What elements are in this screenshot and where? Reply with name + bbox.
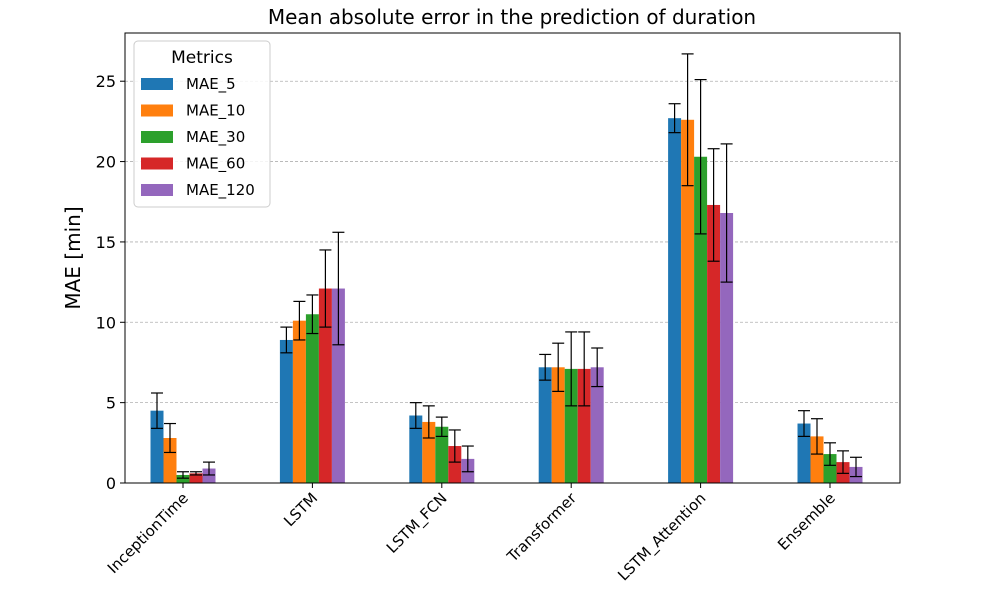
error-bar (668, 103, 681, 134)
bar-mae-30-transformer (564, 368, 578, 483)
bar-mae-30-lstm-attention (694, 156, 708, 483)
y-tick-label: 25 (96, 72, 116, 91)
bar-mae-10-lstm (292, 320, 306, 483)
bar-mae-5-lstm-fcn (409, 415, 423, 483)
error-bar (681, 53, 694, 187)
error-bar (280, 326, 293, 354)
legend-label: MAE_30 (186, 128, 245, 147)
y-axis-ticks: 0 5 10 15 20 25 (96, 72, 125, 493)
bar-mae-30-ensemble (823, 454, 837, 483)
legend-swatch (141, 157, 173, 170)
error-bar (306, 294, 319, 335)
legend: Metrics MAE_5 MAE_10 MAE_30 MAE_60 MAE_120 (133, 40, 271, 208)
error-bar (798, 410, 810, 437)
bar-mae-10-ensemble (810, 436, 824, 483)
error-bar (707, 148, 720, 262)
error-bar (824, 442, 836, 466)
bar-mae-30-inceptiontime (176, 474, 190, 483)
error-bar (203, 461, 215, 476)
error-bar (409, 402, 422, 429)
bar-mae-120-inceptiontime (202, 468, 216, 483)
error-bar (694, 79, 707, 235)
error-bar (811, 418, 823, 455)
error-bar (435, 416, 448, 437)
y-tick-label: 15 (96, 233, 116, 252)
error-bar (164, 422, 176, 454)
bar-mae-120-transformer (590, 367, 604, 483)
x-axis-ticks: InceptionTime LSTM LSTM_FCN Transformer LSTM… (104, 483, 839, 585)
error-bar (578, 331, 591, 407)
error-bar (837, 450, 849, 474)
bars (150, 118, 863, 484)
error-bars (151, 53, 862, 479)
chart-title: Mean absolute error in the prediction of… (268, 5, 756, 29)
bar-mae-120-lstm-attention (720, 213, 734, 483)
bar-mae-5-lstm (279, 339, 293, 483)
grid-lines (125, 80, 900, 404)
y-tick-label: 0 (106, 474, 116, 493)
error-bar (177, 471, 189, 479)
x-tick-label: InceptionTime (104, 489, 192, 577)
bar-mae-60-lstm-fcn (448, 446, 462, 483)
error-bar (461, 445, 474, 473)
legend-label: MAE_5 (186, 75, 236, 94)
legend-swatch (141, 184, 173, 196)
bar-mae-120-lstm (331, 288, 345, 483)
bar-mae-5-ensemble (797, 423, 811, 483)
x-tick-label: LSTM (280, 489, 321, 530)
bar-mae-60-transformer (577, 368, 591, 483)
y-tick-label: 20 (96, 153, 116, 172)
x-tick-label: LSTM_Attention (614, 489, 710, 585)
legend-title: Metrics (171, 48, 233, 68)
x-tick-label: LSTM_FCN (383, 489, 451, 557)
bar-mae-10-transformer (551, 367, 565, 483)
legend-swatch (141, 104, 173, 117)
bar-mae-10-lstm-attention (681, 119, 695, 484)
legend-label: MAE_60 (186, 155, 245, 174)
bar-mae-60-lstm (318, 288, 332, 483)
error-bar (151, 392, 163, 429)
bar-mae-60-lstm-attention (707, 204, 721, 483)
bar-mae-5-lstm-attention (668, 118, 682, 483)
error-bar (850, 456, 862, 478)
error-bar (319, 249, 332, 328)
bar-mae-10-inceptiontime (163, 438, 177, 483)
bar-mae-30-lstm (305, 314, 319, 483)
error-bar (190, 471, 202, 476)
bar-mae-10-lstm-fcn (422, 421, 436, 483)
error-bar (552, 342, 565, 392)
bar-mae-5-transformer (538, 367, 552, 483)
error-bar (422, 405, 435, 439)
legend-swatch (141, 131, 173, 143)
error-bar (448, 429, 461, 463)
y-axis-label: MAE [min] (61, 206, 85, 309)
y-tick-label: 5 (106, 394, 116, 413)
error-bar (539, 353, 552, 381)
error-bar (332, 231, 345, 346)
error-bar (591, 347, 604, 388)
bar-mae-60-inceptiontime (189, 473, 203, 483)
error-bar (565, 331, 578, 407)
legend-swatch (141, 78, 173, 90)
x-tick-label: Ensemble (774, 489, 839, 554)
legend-label: MAE_120 (186, 181, 255, 200)
x-tick-label: Transformer (503, 489, 581, 567)
error-bar (293, 300, 306, 341)
error-bar (720, 143, 733, 283)
bar-mae-30-lstm-fcn (435, 426, 449, 483)
plot-frame (124, 32, 901, 484)
legend-label: MAE_10 (186, 102, 245, 121)
y-tick-label: 10 (96, 313, 116, 332)
